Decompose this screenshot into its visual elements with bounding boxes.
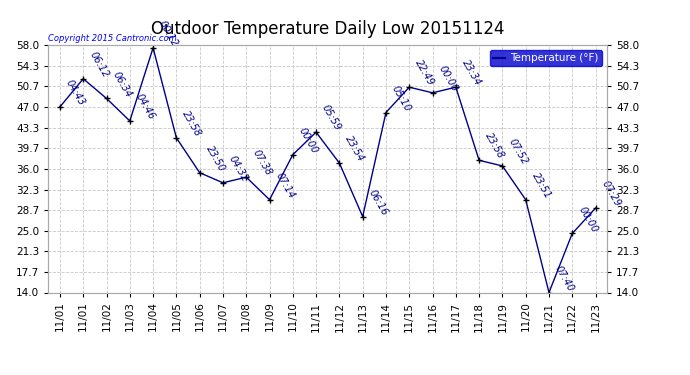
- Text: 23:50: 23:50: [204, 144, 226, 173]
- Text: 07:52: 07:52: [506, 137, 529, 166]
- Text: 05:10: 05:10: [390, 84, 413, 113]
- Text: Copyright 2015 Cantronic.com: Copyright 2015 Cantronic.com: [48, 33, 177, 42]
- Text: 04:32: 04:32: [227, 154, 250, 183]
- Text: 00:00: 00:00: [297, 126, 319, 155]
- Text: 07:40: 07:40: [553, 264, 576, 293]
- Text: 23:34: 23:34: [460, 58, 483, 88]
- Text: 06:34: 06:34: [110, 70, 133, 99]
- Text: 00:00: 00:00: [437, 64, 460, 93]
- Text: 23:54: 23:54: [344, 134, 366, 164]
- Title: Outdoor Temperature Daily Low 20151124: Outdoor Temperature Daily Low 20151124: [151, 21, 504, 39]
- Text: 07:29: 07:29: [600, 179, 622, 209]
- Text: 23:58: 23:58: [181, 109, 204, 138]
- Legend: Temperature (°F): Temperature (°F): [490, 50, 602, 66]
- Text: 23:51: 23:51: [530, 171, 553, 200]
- Text: 04:43: 04:43: [64, 78, 87, 108]
- Text: 06:16: 06:16: [367, 188, 390, 217]
- Text: 05:59: 05:59: [320, 104, 343, 133]
- Text: 04:46: 04:46: [134, 92, 157, 122]
- Text: 23:58: 23:58: [483, 132, 506, 161]
- Text: 00:12: 00:12: [157, 19, 180, 48]
- Text: 07:38: 07:38: [250, 148, 273, 178]
- Text: 06:12: 06:12: [88, 50, 110, 80]
- Text: 22:49: 22:49: [413, 58, 436, 88]
- Text: 07:14: 07:14: [274, 171, 297, 200]
- Text: 00:00: 00:00: [576, 205, 599, 234]
